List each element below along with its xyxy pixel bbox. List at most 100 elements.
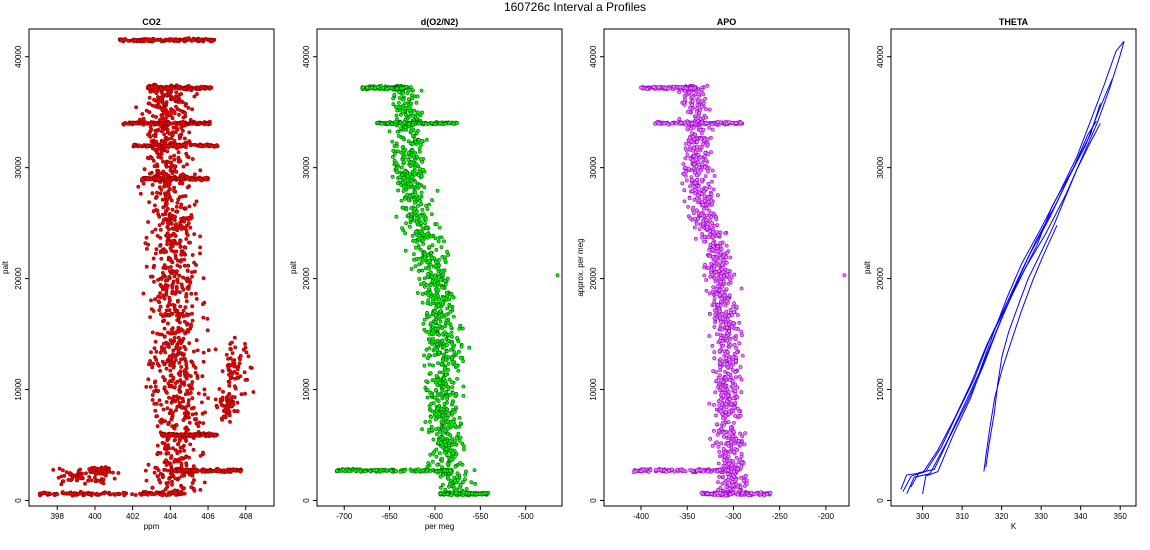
data-point (441, 435, 445, 440)
data-point (164, 289, 169, 294)
data-point (712, 223, 717, 228)
data-point (380, 121, 384, 126)
data-point (412, 108, 417, 113)
data-point (442, 330, 447, 335)
data-point (162, 467, 167, 472)
data-point (216, 469, 221, 474)
data-point (473, 481, 478, 486)
data-point (436, 294, 441, 299)
data-point (157, 398, 162, 403)
data-point (190, 311, 194, 316)
data-point (680, 181, 685, 186)
data-point (168, 187, 173, 192)
data-point (172, 218, 177, 223)
data-point (158, 227, 163, 232)
data-point (707, 401, 712, 406)
data-point (175, 450, 180, 454)
data-point (190, 107, 195, 112)
data-point (704, 218, 709, 222)
data-point (413, 245, 418, 250)
data-point (709, 150, 713, 155)
data-point (213, 432, 218, 437)
data-point (168, 432, 173, 437)
data-point (153, 143, 158, 148)
data-point (153, 227, 158, 232)
x-tick-label: 408 (239, 512, 253, 521)
data-point (148, 134, 153, 139)
data-point (440, 456, 444, 461)
data-point (375, 121, 380, 125)
data-point (403, 169, 408, 174)
data-point (164, 164, 169, 169)
y-tick-label: 10000 (302, 378, 311, 401)
data-point (222, 408, 227, 413)
data-point (184, 299, 189, 304)
panel-2: APO-400 -350 -300 -250 -20001000020000300004… (576, 17, 850, 521)
data-point (419, 190, 424, 195)
data-point (721, 474, 726, 479)
data-point (198, 487, 203, 492)
data-point (427, 330, 432, 335)
data-point (176, 335, 181, 340)
data-point (410, 212, 415, 217)
data-point (181, 314, 186, 319)
data-point (429, 250, 434, 255)
data-point (437, 323, 442, 328)
data-point (437, 380, 442, 385)
data-point (150, 191, 155, 196)
data-point (150, 230, 155, 234)
data-point (214, 143, 219, 148)
data-point (163, 350, 168, 355)
data-point (427, 258, 432, 263)
data-point (195, 469, 200, 473)
data-point (435, 406, 440, 411)
data-point (732, 310, 736, 315)
data-point (438, 491, 443, 496)
data-point (173, 358, 178, 362)
data-point (206, 348, 211, 353)
data-point (444, 390, 449, 394)
data-point (191, 349, 196, 354)
data-point (183, 347, 188, 352)
data-point (164, 102, 169, 107)
data-point (435, 392, 440, 397)
data-point (697, 227, 702, 232)
data-point (191, 447, 196, 452)
data-point (684, 178, 689, 183)
data-point (422, 276, 427, 281)
data-point (722, 258, 727, 263)
data-point (411, 113, 416, 118)
data-point (201, 450, 205, 455)
data-point (178, 378, 183, 383)
data-point (413, 264, 418, 269)
data-point (228, 369, 233, 374)
data-point (198, 234, 203, 239)
data-point (685, 153, 690, 157)
x-tick-label: 404 (164, 512, 178, 521)
data-point (455, 471, 460, 476)
data-point (176, 159, 181, 164)
data-point (167, 91, 172, 96)
data-point (447, 377, 452, 382)
data-point (163, 487, 168, 492)
data-point (160, 274, 165, 279)
data-point (175, 263, 180, 268)
data-point (442, 384, 447, 389)
data-point (185, 185, 190, 190)
data-point (390, 174, 395, 179)
data-point (692, 166, 696, 171)
data-point (165, 232, 170, 237)
data-point (227, 409, 232, 414)
data-point (179, 258, 184, 262)
y-axis-label: palt (289, 260, 298, 274)
data-point (186, 221, 191, 226)
data-point (162, 296, 167, 301)
data-point (172, 335, 177, 340)
data-point (710, 179, 714, 184)
data-point (157, 223, 162, 228)
data-point (156, 143, 161, 148)
data-point (179, 202, 184, 207)
data-point (181, 308, 186, 313)
data-point (403, 248, 408, 253)
data-point (442, 401, 447, 406)
